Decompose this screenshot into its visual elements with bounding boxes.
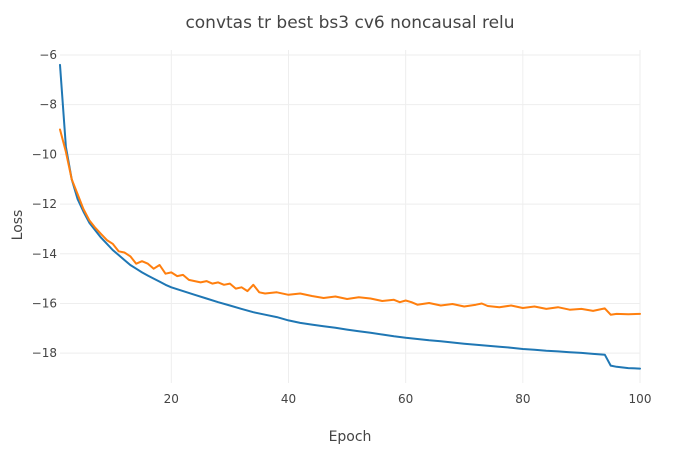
x-tick-label: 60 [398, 392, 413, 406]
chart-title: convtas tr best bs3 cv6 noncausal relu [185, 13, 514, 33]
y-tick-label: −12 [32, 197, 57, 211]
tick-labels: 20 40 60 80 100 −6 −8 −10 −12 −14 −16 −18 [32, 48, 652, 406]
y-tick-label: −6 [39, 48, 57, 62]
series-line-blue [59, 63, 641, 370]
x-tick-label: 100 [629, 392, 652, 406]
y-tick-label: −14 [32, 247, 57, 261]
y-tick-label: −8 [39, 98, 57, 112]
x-tick-label: 80 [515, 392, 530, 406]
x-axis-title: Epoch [329, 429, 372, 445]
x-tick-label: 40 [281, 392, 296, 406]
y-axis-title: Loss [10, 210, 26, 241]
x-tick-label: 20 [164, 392, 179, 406]
series-lines [59, 63, 641, 370]
y-tick-label: −16 [32, 296, 57, 310]
y-tick-label: −18 [32, 346, 57, 360]
grid-lines [60, 50, 641, 383]
series-line-orange [59, 128, 641, 316]
y-tick-label: −10 [32, 147, 57, 161]
